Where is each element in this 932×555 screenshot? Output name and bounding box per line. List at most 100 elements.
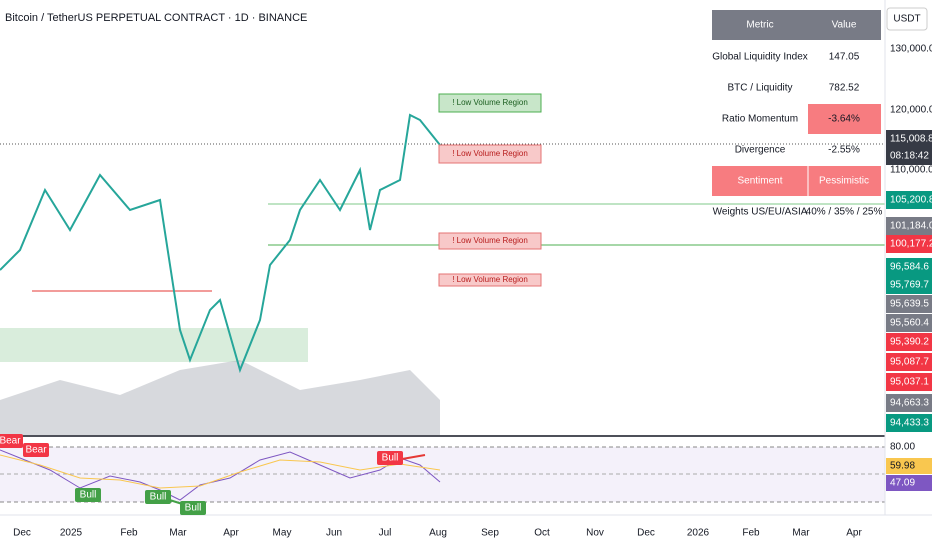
price-label-bg — [886, 295, 932, 313]
time-label: Jun — [326, 528, 342, 539]
price-label: 105,200.8 — [890, 195, 932, 206]
time-label: Feb — [120, 528, 138, 539]
time-label: Nov — [586, 528, 604, 539]
table-cell-text: -3.64% — [828, 114, 860, 125]
signal-label: Bull — [382, 453, 399, 464]
time-label: Apr — [846, 528, 862, 539]
time-label: 2026 — [687, 528, 710, 539]
table-cell — [712, 166, 881, 196]
currency-button[interactable] — [886, 7, 928, 31]
price-label: 95,560.4 — [890, 318, 929, 329]
price-label-bg — [886, 333, 932, 351]
signal-label: Bear — [25, 445, 47, 456]
rsi-line — [0, 449, 441, 501]
price-label-bg — [886, 217, 932, 235]
rsi-label: 47.09 — [890, 478, 915, 489]
annotation-box — [438, 273, 542, 287]
price-label-bg — [886, 258, 932, 276]
table-cell-text: Divergence — [735, 145, 786, 156]
annotation: ! Low Volume Region — [452, 236, 528, 245]
time-label: Dec — [637, 528, 655, 539]
rsi-label: 59.98 — [890, 461, 915, 472]
time-label: Mar — [169, 528, 187, 539]
table-cell-text: BTC / Liquidity — [727, 83, 792, 94]
zone — [0, 328, 308, 362]
title: Bitcoin / TetherUS PERPETUAL CONTRACT · … — [5, 12, 307, 24]
price-label: 101,184.0 — [890, 221, 932, 232]
price-label-bg — [886, 191, 932, 209]
table-cell-text: Sentiment — [737, 176, 782, 187]
signal-label-bg — [75, 488, 101, 502]
price-line — [0, 113, 441, 374]
table-cell-text: -2.55% — [828, 145, 860, 156]
table-header-cell — [712, 10, 808, 40]
rsi-ma — [0, 454, 441, 489]
annotation-box — [438, 232, 542, 250]
price-label: 130,000.0 — [890, 44, 932, 55]
price-label-bg — [886, 147, 932, 165]
time-label: Sep — [481, 528, 499, 539]
volume — [0, 360, 440, 435]
time-label: Jul — [379, 528, 392, 539]
table-cell-text: 40% / 35% / 25% — [806, 207, 883, 218]
price-label: 95,087.7 — [890, 357, 929, 368]
price-label: 94,433.3 — [890, 418, 929, 429]
price-label: 120,000.0 — [890, 105, 932, 116]
currency[interactable]: USDT — [893, 14, 920, 25]
annotation: ! Low Volume Region — [452, 149, 528, 158]
table-header: Value — [832, 20, 857, 31]
price-label-bg — [886, 414, 932, 432]
table-cell-text: Pessimistic — [819, 176, 869, 187]
signal-label-bg — [145, 490, 171, 504]
table-cell-text: Ratio Momentum — [722, 114, 798, 125]
signal-label-bg — [0, 434, 23, 448]
price-label: 95,769.7 — [890, 280, 929, 291]
time-label: 2025 — [60, 528, 83, 539]
signal-label-bg — [180, 501, 206, 515]
time-label: Apr — [223, 528, 239, 539]
price-label-bg — [886, 353, 932, 371]
time-label: May — [273, 528, 292, 539]
price-label: 95,037.1 — [890, 377, 929, 388]
price-label: 100,177.2 — [890, 239, 932, 250]
rsi-label: 80.00 — [890, 442, 915, 453]
price-label-bg — [886, 276, 932, 294]
annotation-box — [438, 144, 542, 164]
annotation: ! Low Volume Region — [452, 98, 528, 107]
price-label-bg — [886, 235, 932, 253]
table-cell-text: Weights US/EU/ASIA — [713, 207, 808, 218]
time-label: Mar — [792, 528, 810, 539]
signal-label-bg — [23, 443, 49, 457]
table-cell-text: Global Liquidity Index — [712, 52, 808, 63]
signal-label: Bull — [150, 492, 167, 503]
signal-label: Bull — [80, 490, 97, 501]
annotation: ! Low Volume Region — [452, 275, 528, 284]
signal-label: Bear — [0, 436, 21, 447]
table-header-cell — [808, 10, 881, 40]
price-label: 08:18:42 — [890, 151, 929, 162]
price-label-bg — [886, 130, 932, 148]
price-label: 110,000.0 — [890, 165, 932, 176]
annotation-box — [438, 93, 542, 113]
time-label: Feb — [742, 528, 760, 539]
price-label: 95,390.2 — [890, 337, 929, 348]
signal-label: Bull — [185, 503, 202, 514]
table-header: Metric — [746, 20, 773, 31]
rsi-label-bg — [886, 458, 932, 474]
price-label-bg — [886, 394, 932, 412]
price-label-bg — [886, 314, 932, 332]
price-label: 96,584.6 — [890, 262, 929, 273]
time-label: Aug — [429, 528, 447, 539]
price-label: 115,008.8 — [890, 134, 932, 145]
time-label: Dec — [13, 528, 31, 539]
table-cell-text: 147.05 — [829, 52, 860, 63]
table-cell — [808, 104, 881, 134]
price-label: 94,663.3 — [890, 398, 929, 409]
rsi-label-bg — [886, 475, 932, 491]
signal-label-bg — [377, 451, 403, 465]
table: Metric Value — [712, 10, 881, 196]
table-cell-text: 782.52 — [829, 83, 860, 94]
price-label: 95,639.5 — [890, 299, 929, 310]
time-label: Oct — [534, 528, 550, 539]
